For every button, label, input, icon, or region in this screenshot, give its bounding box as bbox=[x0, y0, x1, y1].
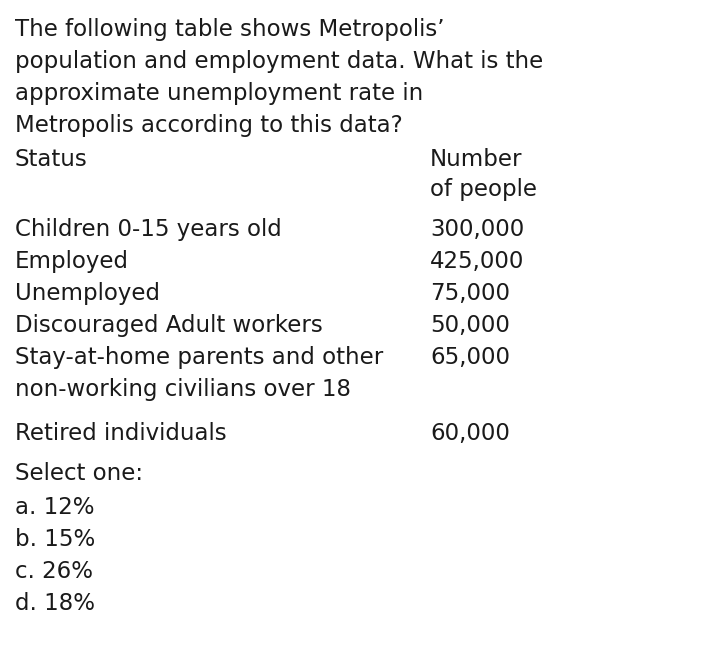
Text: Employed: Employed bbox=[15, 250, 129, 273]
Text: Stay-at-home parents and other: Stay-at-home parents and other bbox=[15, 346, 383, 369]
Text: a. 12%: a. 12% bbox=[15, 496, 94, 519]
Text: Children 0-15 years old: Children 0-15 years old bbox=[15, 218, 282, 241]
Text: 425,000: 425,000 bbox=[430, 250, 524, 273]
Text: 50,000: 50,000 bbox=[430, 314, 510, 337]
Text: 60,000: 60,000 bbox=[430, 422, 510, 445]
Text: Discouraged Adult workers: Discouraged Adult workers bbox=[15, 314, 323, 337]
Text: population and employment data. What is the: population and employment data. What is … bbox=[15, 50, 544, 73]
Text: Number: Number bbox=[430, 148, 523, 171]
Text: d. 18%: d. 18% bbox=[15, 592, 95, 615]
Text: of people: of people bbox=[430, 178, 537, 201]
Text: Retired individuals: Retired individuals bbox=[15, 422, 227, 445]
Text: approximate unemployment rate in: approximate unemployment rate in bbox=[15, 82, 423, 105]
Text: 65,000: 65,000 bbox=[430, 346, 510, 369]
Text: c. 26%: c. 26% bbox=[15, 560, 93, 583]
Text: 300,000: 300,000 bbox=[430, 218, 524, 241]
Text: b. 15%: b. 15% bbox=[15, 528, 95, 551]
Text: non-working civilians over 18: non-working civilians over 18 bbox=[15, 378, 351, 401]
Text: Metropolis according to this data?: Metropolis according to this data? bbox=[15, 114, 402, 137]
Text: 75,000: 75,000 bbox=[430, 282, 510, 305]
Text: Unemployed: Unemployed bbox=[15, 282, 160, 305]
Text: Status: Status bbox=[15, 148, 88, 171]
Text: The following table shows Metropolis’: The following table shows Metropolis’ bbox=[15, 18, 444, 41]
Text: Select one:: Select one: bbox=[15, 462, 143, 485]
